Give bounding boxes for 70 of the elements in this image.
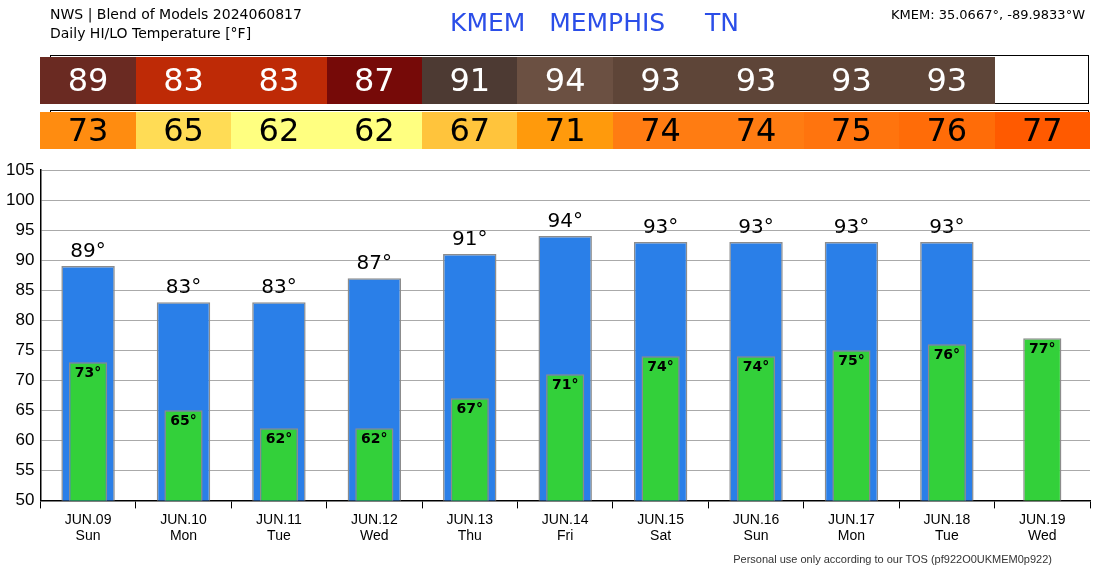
text: 93	[803, 56, 900, 104]
data-label: 83°	[165, 274, 202, 299]
chart-subtitle: Daily HI/LO Temperature [°F]	[50, 25, 252, 41]
data-label: 91°	[452, 226, 488, 251]
text: 93	[899, 56, 995, 104]
x-tick-label: JUN.13 Thu	[446, 510, 494, 544]
text: 87	[326, 56, 423, 104]
data-label: 93°	[642, 214, 679, 239]
x-tick-label: JUN.16 Sun	[732, 510, 780, 544]
y-tick-label: 90	[15, 249, 35, 269]
data-label: 89°	[70, 238, 106, 263]
text: 74	[612, 111, 709, 149]
y-tick-label: 75	[15, 339, 35, 359]
text: 67	[422, 111, 518, 149]
y-tick-label: 70	[15, 369, 35, 389]
text: 62	[326, 111, 423, 149]
x-tick-label: JUN.09 Sun	[64, 510, 112, 544]
x-tick-label: JUN.18 Tue	[923, 510, 971, 544]
data-label: 75°	[838, 351, 865, 368]
text: 76	[899, 111, 995, 149]
text: KMEM: 35.0667°, -89.9833°W	[890, 7, 1085, 22]
data-label: 93°	[833, 214, 870, 239]
data-label: 93°	[738, 214, 774, 239]
data-label: 76°	[933, 345, 961, 362]
text: KMEM MEMPHIS TN	[450, 8, 739, 37]
data-label: 93°	[929, 214, 965, 239]
text: 83	[231, 56, 327, 104]
data-label: 65°	[170, 411, 197, 428]
x-tick-label: JUN.19 Wed	[1018, 510, 1066, 544]
text: 65	[135, 111, 232, 149]
y-tick-label: 85	[15, 279, 35, 299]
text: 62	[231, 111, 327, 149]
data-label: 87°	[356, 250, 393, 275]
y-tick-label: 65	[15, 399, 35, 419]
x-tick-label: JUN.14 Fri	[541, 510, 589, 544]
y-tick-label: 50	[15, 490, 35, 510]
y-tick-label: 100	[5, 189, 35, 209]
data-label: 62°	[361, 429, 388, 446]
data-label: 71°	[551, 375, 579, 392]
x-tick-label: JUN.10 Mon	[160, 510, 208, 544]
y-tick-label: 55	[15, 460, 35, 480]
data-label: 62°	[265, 429, 293, 446]
data-label: 94°	[547, 208, 583, 233]
text: 71	[517, 111, 613, 149]
text: Personal use only according to our TOS (pf922O0UKMEM0p922)	[733, 553, 1052, 565]
data-label: 74°	[742, 357, 770, 374]
text: 73	[40, 111, 136, 149]
data-label: 67°	[456, 399, 483, 416]
data-label: 77°	[1029, 339, 1056, 356]
text: 94	[517, 56, 613, 104]
y-tick-label: 60	[15, 430, 35, 450]
y-tick-label: 80	[15, 309, 35, 329]
chart-title: NWS | Blend of Models 2024060817	[50, 6, 302, 22]
y-tick-label: 105	[5, 159, 35, 179]
data-label: 74°	[647, 357, 674, 374]
text: 91	[422, 56, 518, 104]
y-tick-label: 95	[15, 219, 35, 239]
x-tick-label: JUN.17 Mon	[828, 510, 875, 544]
text: 77	[994, 111, 1090, 149]
x-tick-label: JUN.11 Tue	[256, 510, 302, 544]
x-tick-label: JUN.12 Wed	[351, 510, 398, 544]
data-label: 73°	[74, 363, 102, 380]
text: 93	[708, 56, 804, 104]
data-label: 83°	[261, 274, 297, 299]
x-tick-label: JUN.15 Sat	[637, 510, 685, 544]
text: 75	[803, 111, 900, 149]
text: 93	[612, 56, 709, 104]
text: 74	[708, 111, 804, 149]
text: 83	[135, 56, 232, 104]
text: 89	[40, 56, 136, 104]
